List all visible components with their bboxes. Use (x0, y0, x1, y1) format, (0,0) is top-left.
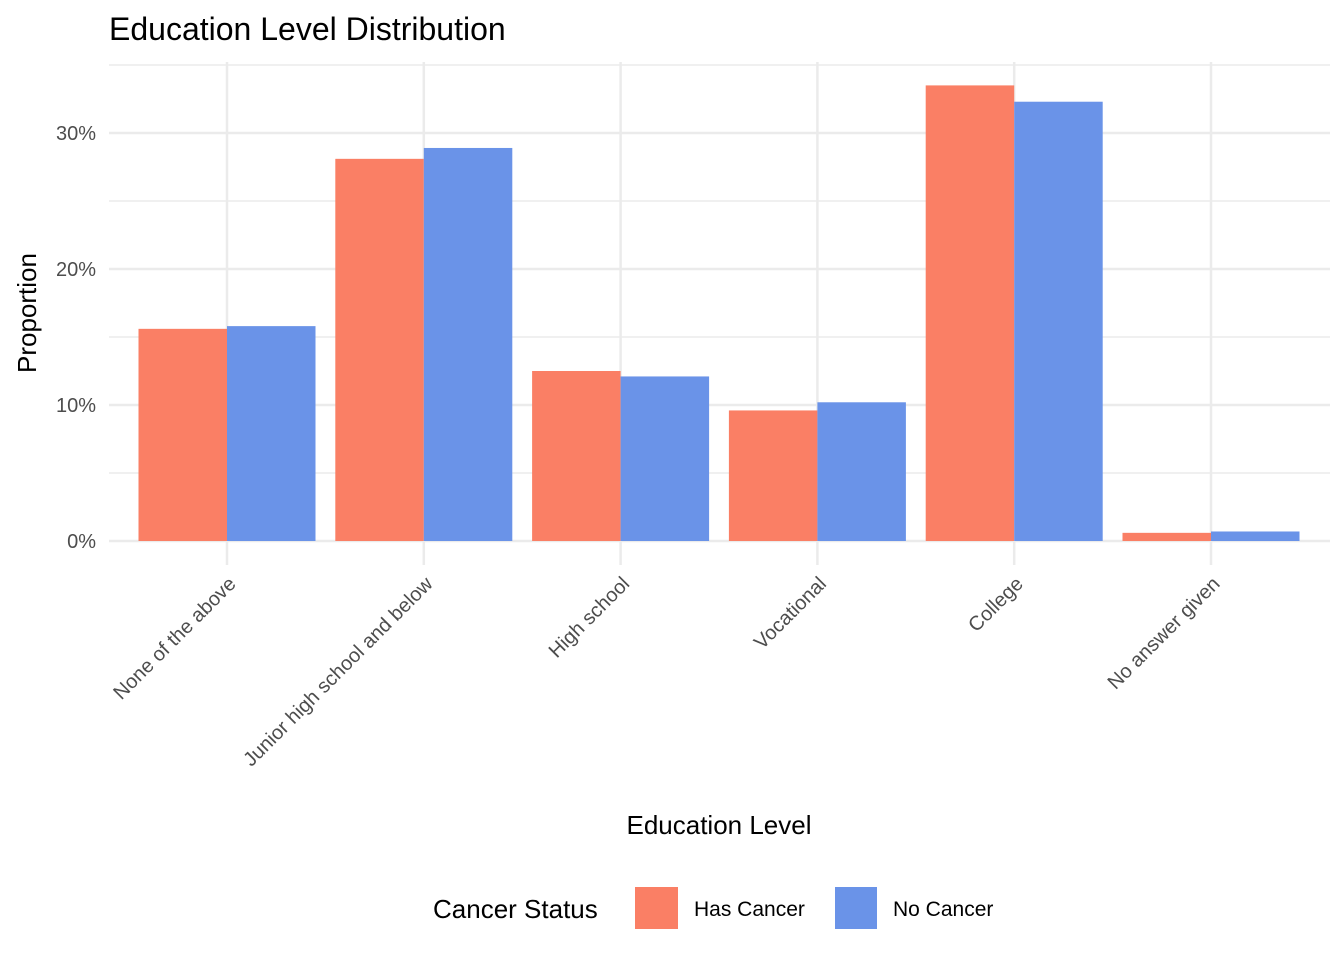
x-axis-title: Education Level (626, 810, 811, 840)
y-tick-label: 10% (56, 395, 96, 417)
bar-no-cancer (620, 376, 710, 541)
x-tick-label: Vocational (750, 573, 831, 654)
legend-swatch-no-cancer (835, 887, 877, 929)
x-tick-label: None of the above (109, 573, 240, 704)
y-axis-ticks: 0% 10% 20% 30% (56, 123, 96, 553)
legend: Cancer Status Has Cancer No Cancer (433, 887, 993, 929)
y-tick-label: 20% (56, 259, 96, 281)
x-tick-label: High school (545, 573, 634, 662)
legend-label-no-cancer: No Cancer (893, 898, 993, 921)
bar-has-cancer (925, 85, 1015, 542)
bar-no-cancer (1211, 531, 1300, 541)
legend-swatch-has-cancer (635, 887, 678, 929)
x-tick-label: No answer given (1104, 573, 1225, 694)
bar-has-cancer (335, 158, 424, 541)
bar-no-cancer (227, 326, 316, 541)
y-tick-label: 30% (56, 123, 96, 145)
bars (138, 85, 1300, 542)
bar-has-cancer (1122, 532, 1211, 541)
bar-has-cancer (138, 328, 227, 541)
legend-label-has-cancer: Has Cancer (694, 898, 805, 921)
x-tick-label: Junior high school and below (239, 573, 437, 771)
bar-no-cancer (817, 402, 906, 541)
y-axis-title: Proportion (12, 253, 42, 373)
bar-has-cancer (728, 410, 818, 541)
bar-has-cancer (532, 371, 621, 541)
bar-no-cancer (1014, 101, 1103, 541)
bar-no-cancer (423, 147, 513, 541)
chart-title: Education Level Distribution (109, 11, 506, 47)
y-tick-label: 0% (67, 531, 96, 553)
legend-title: Cancer Status (433, 894, 598, 924)
x-tick-label: College (964, 573, 1028, 637)
